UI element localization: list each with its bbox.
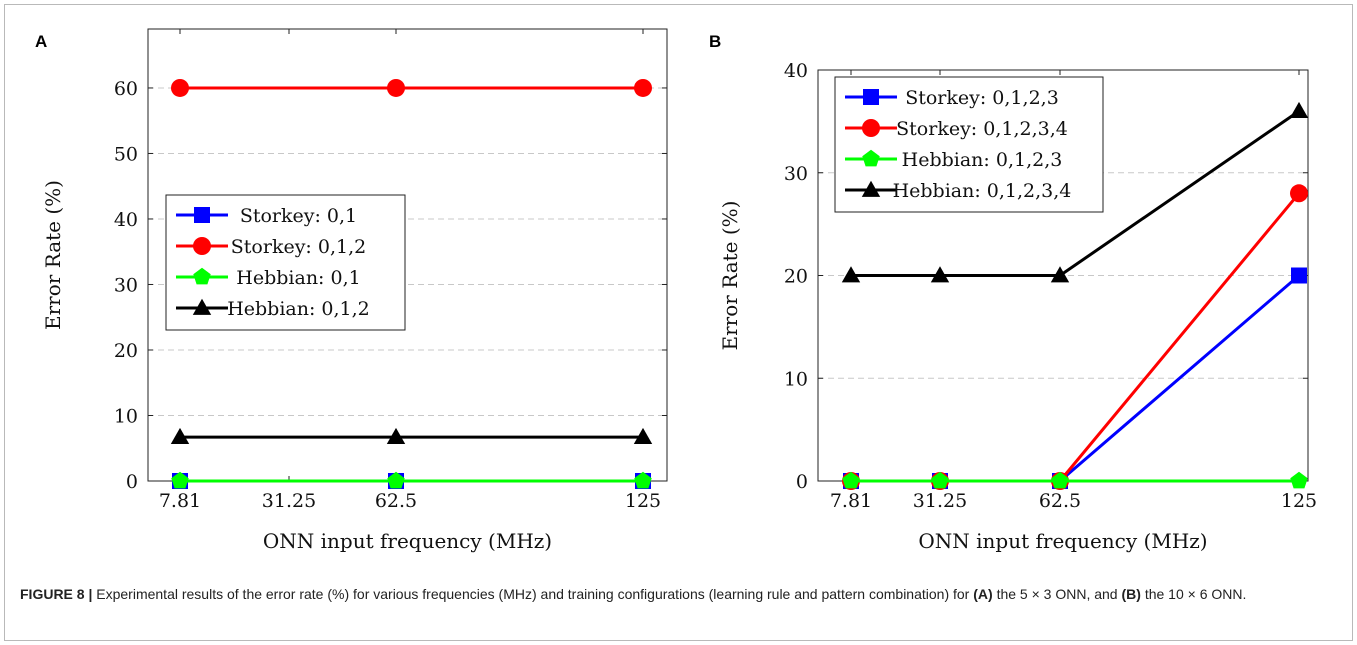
data-point [171,471,189,489]
x-axis-label: ONN input frequency (MHz) [918,529,1207,553]
data-point [1051,471,1069,489]
legend-label: Hebbian: 0,1 [236,267,360,289]
y-tick-label: 0 [796,471,808,493]
y-axis-label: Error Rate (%) [41,180,65,330]
x-tick-label: 31.25 [913,490,967,512]
x-tick-label: 7.81 [830,490,872,512]
legend-label: Hebbian: 0,1,2,3 [902,149,1063,171]
legend-marker [862,119,880,137]
data-point [387,78,405,97]
y-tick-label: 20 [114,340,138,362]
data-point [841,266,861,283]
x-tick-label: 7.81 [159,490,201,512]
data-point [1289,101,1309,118]
y-tick-label: 30 [784,163,808,185]
panel-b-label: B [709,32,722,51]
series-2 [842,184,1308,490]
y-tick-label: 10 [784,368,808,390]
legend: Storkey: 0,1,2,3 Storkey: 0,1,2,3,4 Hebbia… [834,76,1104,213]
caption-part-a: (A) [973,586,993,602]
data-point [1290,184,1308,203]
y-axis-label: Error Rate (%) [718,201,742,351]
y-tick-label: 40 [784,60,808,82]
y-tick-label: 60 [114,78,138,100]
series-line [851,109,1300,277]
y-tick-label: 20 [784,266,808,288]
data-point [930,266,950,283]
legend-marker [194,207,210,223]
legend-label: Hebbian: 0,1,2,3,4 [893,180,1072,202]
data-point [842,471,860,489]
series-4 [170,427,653,445]
data-point [386,427,406,445]
caption-part-b: (B) [1121,586,1141,602]
x-tick-label: 31.25 [262,490,316,512]
legend-marker [192,298,212,315]
legend-label: Hebbian: 0,1,2 [227,298,370,320]
legend-marker [193,237,211,255]
data-point [170,427,190,445]
x-tick-label: 62.5 [375,490,417,512]
figure-caption: FIGURE 8 | Experimental results of the e… [20,584,1340,604]
figure-label: FIGURE 8 | [20,586,93,602]
y-tick-label: 30 [114,274,138,296]
data-point [1290,471,1308,489]
series-3 [842,471,1308,489]
legend-label: Storkey: 0,1 [240,205,357,227]
legend-marker [862,149,880,167]
panel-a-label: A [35,32,48,51]
x-tick-label: 125 [625,490,661,512]
legend-label: Storkey: 0,1,2 [231,236,366,258]
y-tick-label: 10 [114,405,138,427]
data-point [633,427,653,445]
data-point [387,471,405,489]
x-tick-label: 62.5 [1039,490,1081,512]
legend-marker [861,180,881,197]
caption-mid-a: the 5 × 3 ONN, and [996,586,1118,602]
x-tick-label: 125 [1281,490,1317,512]
y-tick-label: 50 [114,143,138,165]
legend-label: Storkey: 0,1,2,3 [905,87,1059,109]
data-point [1291,267,1307,284]
series-2 [171,78,652,97]
legend: Storkey: 0,1 Storkey: 0,1,2 Hebbian: 0,1 He… [165,194,406,331]
caption-mid-b: the 10 × 6 ONN. [1144,586,1247,602]
y-tick-label: 40 [114,209,138,231]
series-3 [171,471,652,489]
data-point [931,471,949,489]
data-point [171,78,189,97]
data-point [1050,266,1070,283]
data-point [634,471,652,489]
data-point [634,78,652,97]
legend-label: Storkey: 0,1,2,3,4 [896,118,1068,140]
y-tick-label: 0 [126,471,138,493]
series-line [851,192,1301,483]
legend-marker [863,89,879,105]
caption-intro: Experimental results of the error rate (… [96,586,970,602]
legend-marker [193,267,211,285]
x-axis-label: ONN input frequency (MHz) [263,529,552,553]
series-4 [841,101,1309,283]
